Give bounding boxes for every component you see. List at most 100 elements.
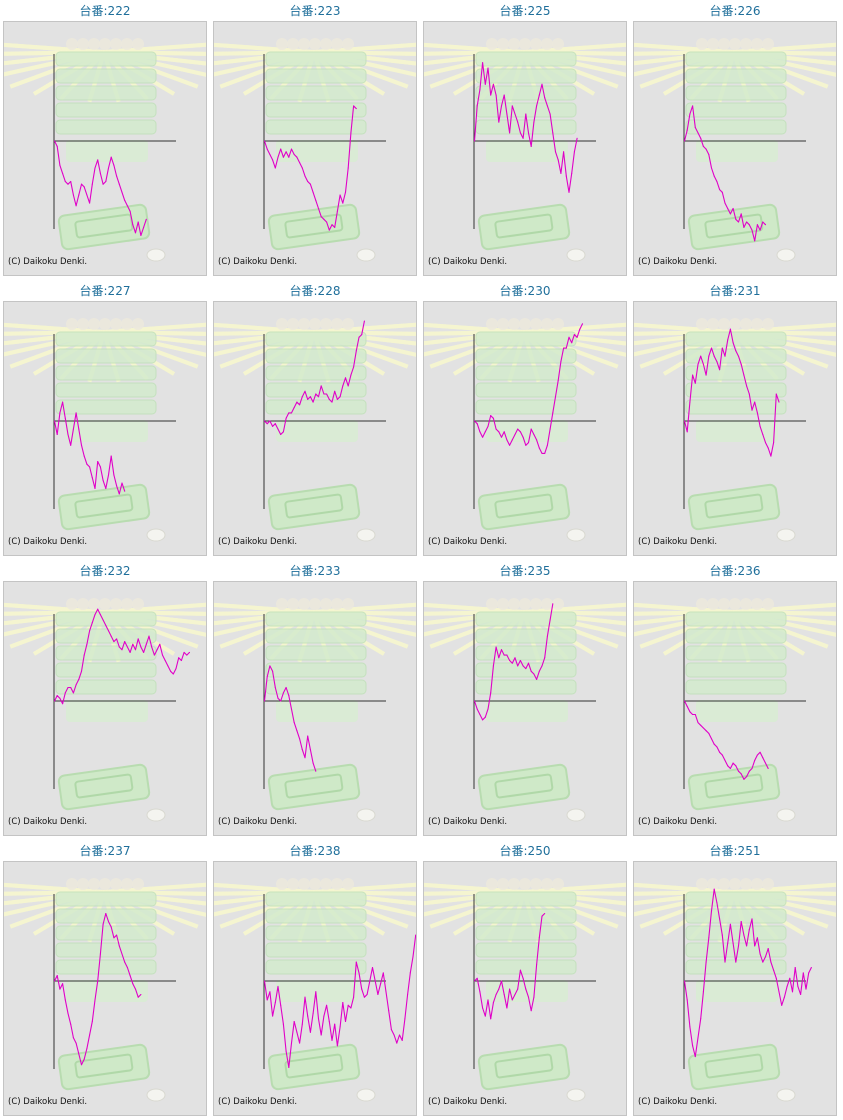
- data-point: [549, 619, 551, 621]
- data-point: [579, 328, 581, 330]
- data-point: [511, 105, 513, 107]
- data-point: [546, 105, 548, 107]
- data-point: [105, 180, 107, 183]
- machine-graph-card[interactable]: 台番:232 (C) Daikoku Denki.: [0, 560, 210, 840]
- data-point: [775, 393, 777, 395]
- machine-number-title[interactable]: 台番:223: [289, 4, 341, 18]
- data-point: [134, 649, 137, 651]
- data-point: [312, 401, 314, 403]
- slump-graph-svg: [4, 302, 206, 555]
- slump-graph-svg: [634, 582, 836, 835]
- slump-graph: (C) Daikoku Denki.: [3, 861, 207, 1116]
- machine-graph-card[interactable]: 台番:223 (C) Daikoku Denki.: [210, 0, 420, 280]
- data-point: [102, 479, 104, 481]
- data-point: [473, 700, 476, 702]
- machine-number-title[interactable]: 台番:250: [499, 844, 551, 858]
- data-point: [517, 428, 519, 430]
- machine-graph-card[interactable]: 台番:233 (C) Daikoku Denki.: [210, 560, 420, 840]
- machine-number-title[interactable]: 台番:238: [289, 844, 341, 858]
- data-point: [746, 385, 748, 387]
- machine-graph-card[interactable]: 台番:236 (C) Daikoku Denki.: [630, 560, 840, 840]
- data-point: [705, 730, 707, 732]
- machine-graph-card[interactable]: 台番:237 (C) Daikoku Denki.: [0, 840, 210, 1120]
- data-point: [263, 980, 266, 982]
- data-point: [530, 145, 532, 147]
- data-point: [126, 966, 128, 969]
- data-point: [159, 643, 161, 645]
- machine-number-title[interactable]: 台番:231: [709, 284, 761, 298]
- machine-number-title[interactable]: 台番:226: [709, 4, 761, 18]
- data-point: [487, 999, 489, 1001]
- data-point: [296, 401, 298, 403]
- machine-graph-card[interactable]: 台番:250 (C) Daikoku Denki.: [420, 840, 630, 1120]
- payout-series: [683, 888, 812, 1058]
- machine-graph-card[interactable]: 台番:231 (C) Daikoku Denki.: [630, 280, 840, 560]
- data-point: [134, 232, 137, 234]
- data-point: [355, 961, 357, 963]
- data-point: [272, 1015, 274, 1017]
- data-point: [272, 425, 274, 427]
- copyright-label: (C) Daikoku Denki.: [8, 537, 88, 547]
- machine-graph-card[interactable]: 台番:230 (C) Daikoku Denki.: [420, 280, 630, 560]
- machine-number-title[interactable]: 台番:235: [499, 564, 551, 578]
- machine-number-title[interactable]: 台番:236: [709, 564, 761, 578]
- data-point: [132, 643, 134, 645]
- data-point: [415, 934, 416, 936]
- payout-series: [473, 323, 584, 454]
- data-point: [390, 1029, 392, 1031]
- data-point: [124, 490, 126, 492]
- data-point: [697, 363, 699, 365]
- data-point: [78, 194, 80, 196]
- machine-number-title[interactable]: 台番:227: [79, 284, 131, 298]
- machine-background-art: [214, 582, 416, 835]
- data-point: [522, 977, 524, 979]
- payout-series: [53, 608, 191, 705]
- slump-graph: (C) Daikoku Denki.: [633, 581, 837, 836]
- machine-background-art: [214, 862, 416, 1115]
- data-point: [353, 366, 355, 368]
- data-point: [347, 167, 349, 169]
- data-point: [482, 1007, 484, 1009]
- data-point: [800, 993, 802, 996]
- machine-number-title[interactable]: 台番:225: [499, 4, 551, 18]
- data-point: [506, 439, 508, 441]
- data-point: [541, 83, 543, 85]
- data-point: [269, 420, 271, 422]
- data-point: [80, 183, 83, 185]
- machine-number-title[interactable]: 台番:232: [79, 564, 131, 578]
- machine-number-title[interactable]: 台番:228: [289, 284, 341, 298]
- data-point: [560, 361, 562, 363]
- data-point: [705, 961, 707, 963]
- data-point: [121, 482, 123, 484]
- data-point: [301, 396, 303, 398]
- machine-number-title[interactable]: 台番:222: [79, 4, 131, 18]
- data-point: [83, 455, 85, 457]
- data-point: [309, 749, 311, 751]
- machine-graph-card[interactable]: 台番:235 (C) Daikoku Denki.: [420, 560, 630, 840]
- machine-graph-card[interactable]: 台番:228 (C) Daikoku Denki.: [210, 280, 420, 560]
- machine-number-title[interactable]: 台番:233: [289, 564, 341, 578]
- data-point: [70, 1023, 72, 1025]
- data-point: [72, 194, 74, 196]
- machine-graph-card[interactable]: 台番:251 (C) Daikoku Denki.: [630, 840, 840, 1120]
- machine-number-title[interactable]: 台番:237: [79, 844, 131, 858]
- machine-number-title[interactable]: 台番:251: [709, 844, 761, 858]
- machine-graph-card[interactable]: 台番:238 (C) Daikoku Denki.: [210, 840, 420, 1120]
- data-point: [299, 738, 301, 740]
- machine-graph-card[interactable]: 台番:222 (C) Daikoku Denki.: [0, 0, 210, 280]
- copyright-label: (C) Daikoku Denki.: [428, 817, 508, 827]
- machine-graph-card[interactable]: 台番:227 (C) Daikoku Denki.: [0, 280, 210, 560]
- data-point: [269, 665, 271, 667]
- machine-graph-card[interactable]: 台番:225 (C) Daikoku Denki.: [420, 0, 630, 280]
- slump-graph: (C) Daikoku Denki.: [423, 21, 627, 276]
- machine-number-title[interactable]: 台番:230: [499, 284, 551, 298]
- data-point: [484, 83, 486, 85]
- machine-graph-card[interactable]: 台番:226 (C) Daikoku Denki.: [630, 0, 840, 280]
- data-point: [296, 730, 298, 732]
- data-point: [724, 202, 726, 204]
- slump-graph: (C) Daikoku Denki.: [213, 581, 417, 836]
- data-point: [269, 153, 271, 156]
- data-point: [328, 1020, 330, 1023]
- data-point: [503, 654, 505, 656]
- data-point: [282, 1023, 284, 1025]
